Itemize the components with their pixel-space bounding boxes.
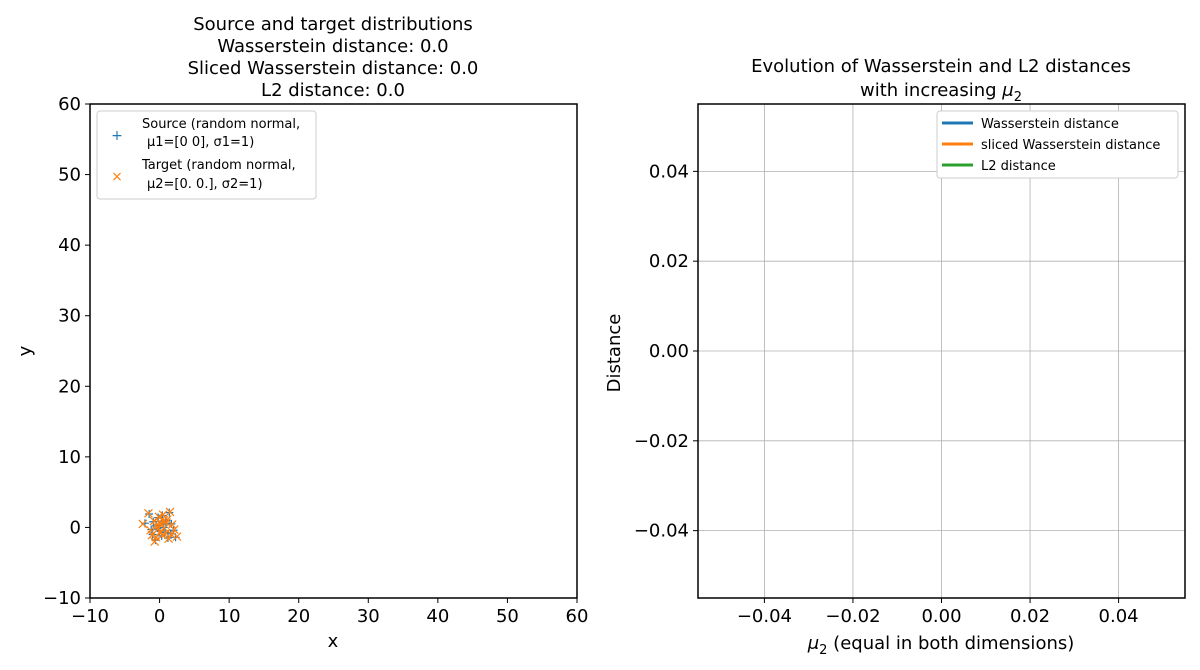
target-point [146,525,155,535]
scatter-title-line-1: Source and target distributions [193,14,473,35]
distance-y-tick-label: 0.00 [649,341,689,362]
distance-y-tick-label: 0.04 [649,161,689,182]
legend-sliced-wasserstein-label: sliced Wasserstein distance [981,138,1160,153]
distance-title-line-2: with increasing μ2 [860,80,1022,105]
distance-y-tick-label: −0.04 [634,521,689,542]
scatter-title-line-4: L2 distance: 0.0 [261,80,405,101]
scatter-x-tick-label: 40 [426,606,449,627]
scatter-x-tick-label: −10 [71,606,109,627]
legend-source-label-line-1: Source (random normal, [142,117,300,132]
distance-chart: Evolution of Wasserstein and L2 distance… [604,56,1186,658]
scatter-x-tick-label: 20 [287,606,310,627]
scatter-x-tick-label: 0 [154,606,165,627]
target-points [138,507,182,546]
distance-y-tick-label: −0.02 [634,431,689,452]
legend-l2-label: L2 distance [981,159,1056,174]
target-point [151,532,161,542]
distance-x-tick-label: 0.04 [1099,606,1139,627]
scatter-x-axis-label: x [328,631,339,652]
target-point [165,507,175,517]
distance-title-line-1: Evolution of Wasserstein and L2 distance… [751,56,1131,77]
legend-source-marker: + [111,128,123,144]
distance-grid [698,104,1185,598]
scatter-y-tick-label: 10 [58,447,81,468]
scatter-title-line-3: Sliced Wasserstein distance: 0.0 [188,58,479,79]
target-point [138,519,148,529]
scatter-y-tick-label: 40 [58,235,81,256]
scatter-y-tick-label: 60 [58,94,81,115]
scatter-y-tick-label: 50 [58,165,81,186]
legend-wasserstein-label: Wasserstein distance [981,117,1119,132]
distance-x-tick-label: −0.02 [825,606,880,627]
legend-source-label-line-2: μ1=[0 0], σ1=1) [147,135,254,150]
scatter-legend-box [96,110,317,200]
target-point [164,534,174,544]
target-point [172,532,182,542]
legend-target-label-line-2: μ2=[0. 0.], σ2=1) [147,177,263,192]
distance-x-tick-label: 0.00 [921,606,961,627]
scatter-y-tick-label: −10 [43,588,81,609]
distance-x-tick-label: −0.04 [737,606,792,627]
scatter-chart: Source and target distributions Wasserst… [15,14,588,652]
distance-ticks: −0.04 −0.02 0.00 0.02 0.04 −0.04 −0.02 0.00 0.02… [634,161,1139,627]
scatter-points [138,507,182,546]
target-point [167,520,177,530]
distance-legend-box [936,110,1179,179]
scatter-y-tick-label: 30 [58,306,81,327]
scatter-x-tick-label: 30 [357,606,380,627]
scatter-plot-frame [89,103,578,599]
target-point [144,508,153,518]
scatter-ticks: −10 0 10 20 30 40 50 60 −10 0 10 20 30 40 50 60 [43,94,588,627]
legend-target-marker: × [111,169,123,185]
distance-y-tick-label: 0.02 [649,251,689,272]
target-point [155,517,164,527]
target-point [161,528,171,538]
scatter-x-tick-label: 60 [566,606,589,627]
scatter-y-tick-label: 0 [70,517,81,538]
target-point [153,524,163,534]
scatter-title-line-2: Wasserstein distance: 0.0 [217,36,448,57]
distance-y-axis-label: Distance [604,314,625,393]
scatter-y-tick-label: 20 [58,376,81,397]
distance-x-tick-label: 0.02 [1010,606,1050,627]
distance-legend: Wasserstein distance sliced Wasserstein … [936,110,1179,179]
distance-plot-frame [697,103,1186,599]
scatter-x-tick-label: 10 [218,606,241,627]
target-point [169,525,179,534]
target-point [166,530,176,539]
distance-x-axis-label: μ2 (equal in both dimensions) [807,633,1075,658]
legend-target-label-line-1: Target (random normal, [141,158,296,173]
scatter-legend: + Source (random normal, μ1=[0 0], σ1=1)… [96,110,317,200]
scatter-y-axis-label: y [15,345,36,356]
scatter-x-tick-label: 50 [496,606,519,627]
